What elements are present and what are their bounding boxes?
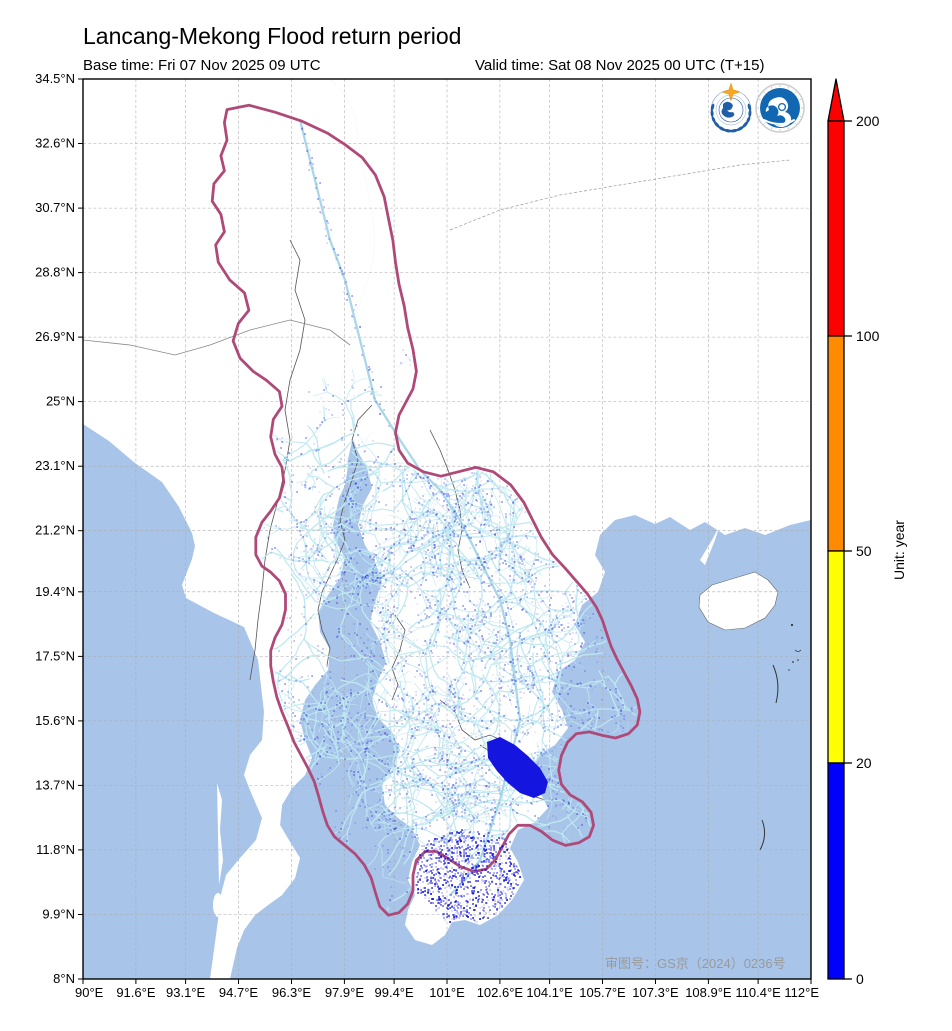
svg-text:108.9°E: 108.9°E — [685, 985, 732, 1000]
svg-text:0: 0 — [856, 971, 864, 987]
svg-text:110.4°E: 110.4°E — [735, 985, 781, 1000]
svg-text:105.7°E: 105.7°E — [579, 985, 626, 1000]
svg-text:93.1°E: 93.1°E — [166, 985, 206, 1000]
svg-text:100: 100 — [856, 328, 880, 344]
svg-text:30.7°N: 30.7°N — [35, 200, 75, 215]
svg-text:96.3°E: 96.3°E — [272, 985, 312, 1000]
svg-text:13.7°N: 13.7°N — [35, 777, 75, 792]
svg-text:112°E: 112°E — [784, 985, 819, 1000]
svg-text:11.8°N: 11.8°N — [36, 842, 75, 857]
svg-text:200: 200 — [856, 113, 880, 129]
svg-text:15.6°N: 15.6°N — [35, 713, 75, 728]
svg-text:19.4°N: 19.4°N — [35, 584, 75, 599]
svg-text:32.6°N: 32.6°N — [35, 136, 75, 151]
svg-text:17.5°N: 17.5°N — [35, 648, 75, 663]
svg-text:107.3°E: 107.3°E — [632, 985, 679, 1000]
svg-text:Unit: year: Unit: year — [891, 520, 907, 580]
svg-text:101°E: 101°E — [429, 985, 465, 1000]
svg-text:9.9°N: 9.9°N — [42, 907, 75, 922]
svg-text:28.8°N: 28.8°N — [35, 265, 75, 280]
svg-text:104.1°E: 104.1°E — [526, 985, 573, 1000]
svg-text:99.4°E: 99.4°E — [375, 985, 415, 1000]
svg-text:20: 20 — [856, 755, 872, 771]
svg-text:50: 50 — [856, 543, 872, 559]
svg-text:97.9°E: 97.9°E — [325, 985, 365, 1000]
svg-text:26.9°N: 26.9°N — [35, 329, 75, 344]
svg-text:8°N: 8°N — [53, 971, 75, 986]
svg-text:90°E: 90°E — [75, 985, 104, 1000]
svg-text:23.1°N: 23.1°N — [35, 458, 75, 473]
svg-text:25°N: 25°N — [46, 394, 75, 409]
svg-text:102.6°E: 102.6°E — [477, 985, 524, 1000]
svg-text:94.7°E: 94.7°E — [219, 985, 259, 1000]
svg-text:91.6°E: 91.6°E — [116, 985, 156, 1000]
svg-text:21.2°N: 21.2°N — [35, 523, 75, 538]
svg-text:34.5°N: 34.5°N — [35, 71, 75, 86]
